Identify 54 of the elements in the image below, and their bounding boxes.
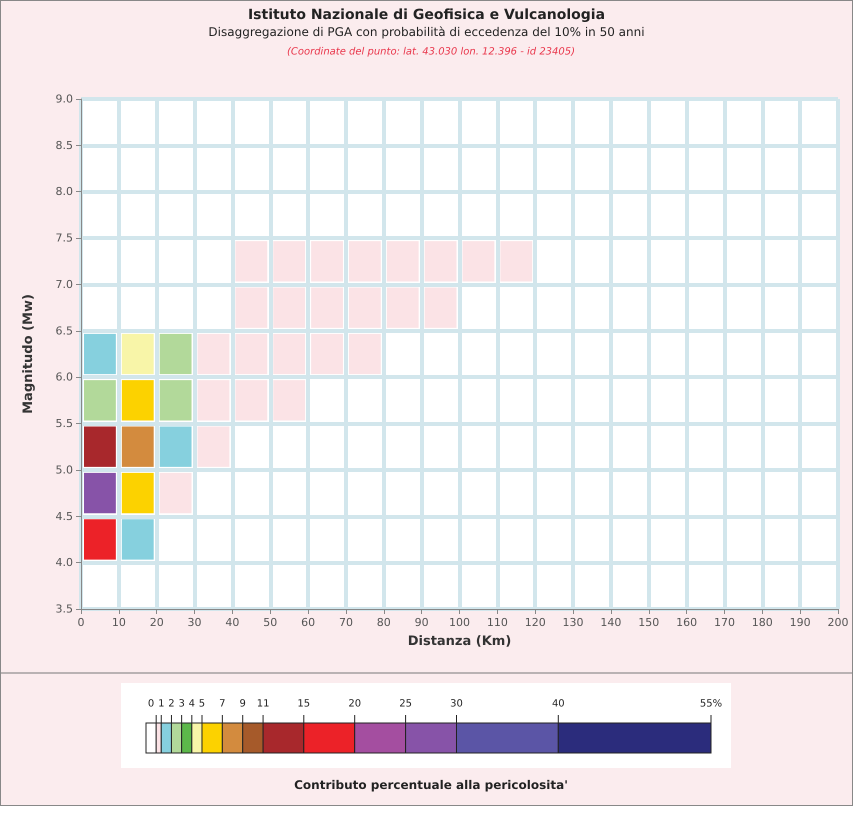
x-tick-label: 160 [676, 616, 698, 629]
x-tick-label: 140 [600, 616, 622, 629]
x-tick-label: 80 [376, 616, 391, 629]
color-bar-label: 9 [240, 698, 246, 710]
y-tick-label: 5.5 [56, 417, 73, 430]
x-axis-title: Distanza (Km) [408, 634, 512, 649]
color-bar-label: 25 [399, 698, 412, 710]
x-tick-label: 40 [225, 616, 240, 629]
chart-subtitle: Disaggregazione di PGA con probabilità di eccedenza del 10% in 50 anni [208, 25, 645, 39]
y-tick-label: 8.0 [56, 185, 73, 198]
x-tick-label: 200 [828, 616, 848, 629]
y-tick-label: 9.0 [56, 92, 73, 106]
color-bar-label: 3 [178, 698, 185, 710]
x-tick-label: 170 [714, 616, 735, 629]
color-bar-label: 20 [348, 698, 362, 710]
y-tick-label: 4.5 [56, 510, 73, 523]
x-tick-label: 180 [752, 616, 773, 629]
x-tick-label: 60 [301, 616, 316, 629]
color-bar-label: 55% [700, 698, 722, 710]
y-tick-label: 7.5 [56, 232, 73, 245]
y-axis-title: Magnitudo (Mw) [21, 294, 36, 414]
y-tick-label: 6.5 [56, 324, 73, 338]
color-bar-label: 40 [552, 698, 565, 710]
x-tick-label: 120 [524, 616, 546, 629]
x-tick-label: 70 [338, 616, 353, 629]
x-tick-label: 10 [112, 616, 126, 629]
y-tick-label: 7.0 [56, 278, 73, 291]
y-tick-label: 3.5 [56, 602, 73, 616]
color-bar-label: 0 [148, 698, 154, 710]
color-bar-label: 11 [256, 698, 270, 710]
y-tick-label: 4.0 [56, 556, 73, 570]
x-tick-label: 20 [150, 616, 164, 629]
color-bar-label: 1 [158, 698, 164, 710]
color-bar-label: 4 [188, 698, 195, 710]
x-tick-label: 50 [263, 616, 278, 629]
chart-title: Istituto Nazionale di Geofisica e Vulcanologia [248, 7, 606, 23]
x-tick-label: 130 [562, 616, 584, 629]
color-bar-label: 2 [168, 698, 175, 710]
y-tick-label: 6.0 [56, 370, 73, 384]
x-tick-label: 0 [78, 616, 84, 629]
color-bar-label: 15 [297, 698, 310, 710]
color-bar-label: 30 [450, 698, 463, 710]
x-tick-label: 30 [188, 616, 202, 629]
text: (Coordinate del punto: lat. 43.030 lon. 12.396 - id 23405) [286, 46, 576, 58]
y-tick-label: 8.5 [56, 138, 73, 152]
color-bar-title: Contributo percentuale alla pericolosita' [294, 778, 568, 792]
color-bar-label: 5 [198, 698, 206, 710]
y-tick-label: 5.0 [56, 463, 73, 476]
x-tick-label: 110 [486, 616, 508, 629]
color-bar-label: 7 [219, 698, 226, 710]
x-tick-label: 190 [790, 616, 811, 629]
x-tick-label: 90 [414, 616, 429, 629]
x-tick-label: 150 [638, 616, 660, 629]
x-tick-label: 100 [449, 616, 470, 629]
